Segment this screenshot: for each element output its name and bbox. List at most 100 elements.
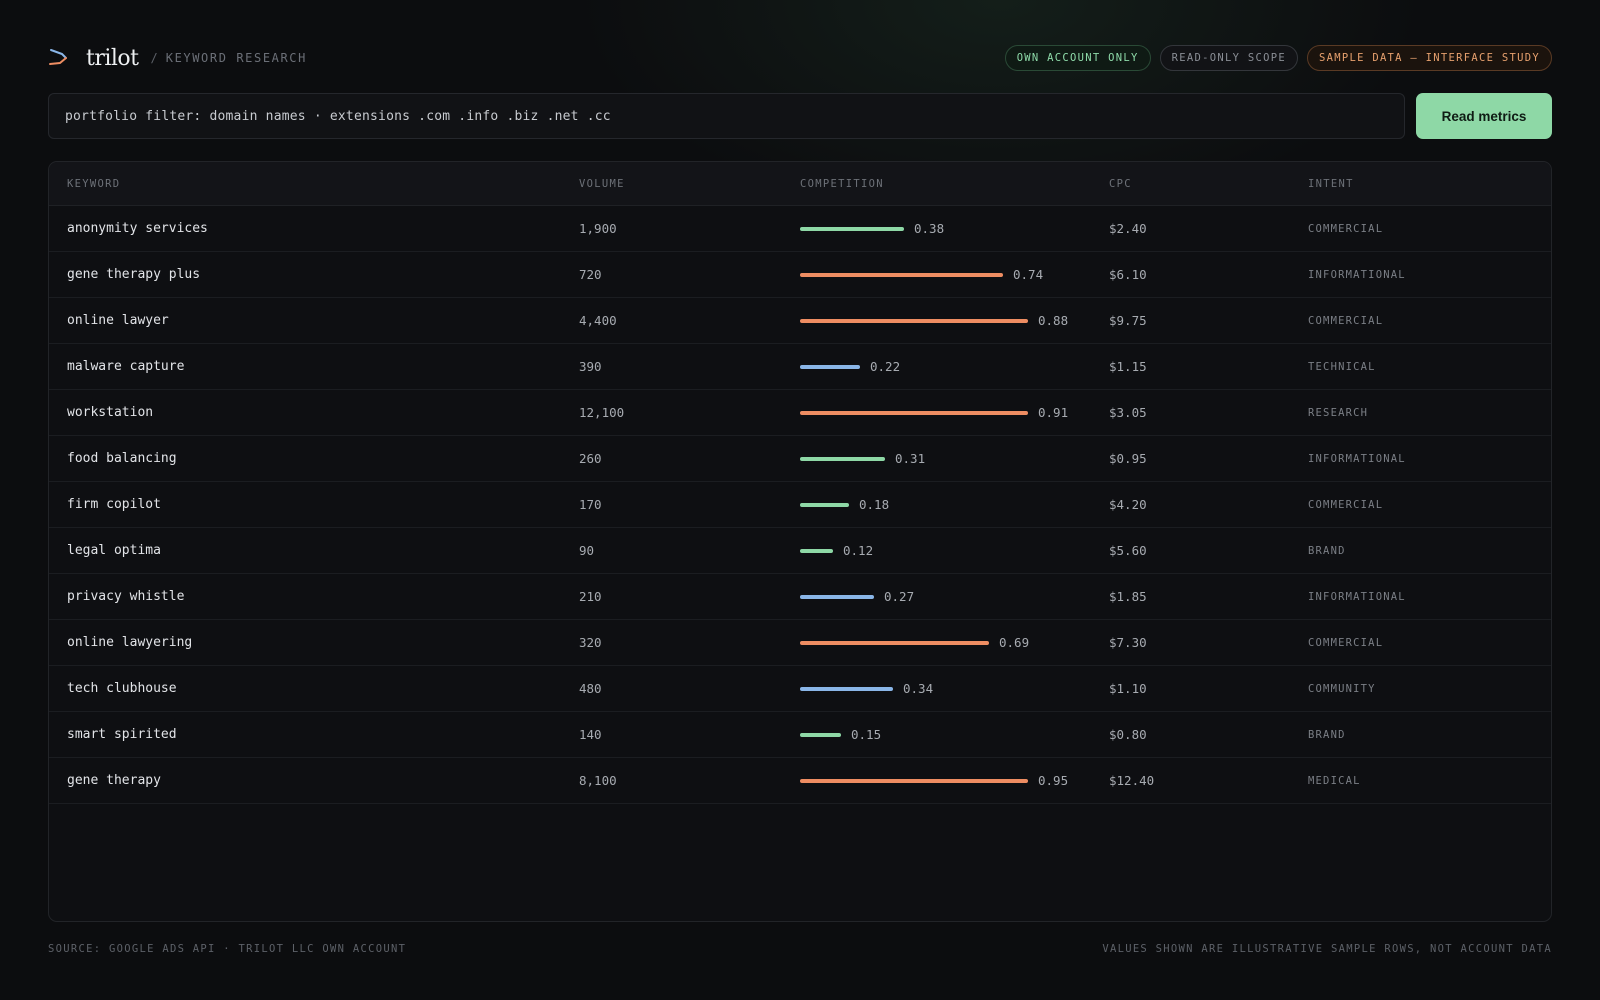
competition-value: 0.12 (843, 543, 874, 558)
intent-cell: INFORMATIONAL (1308, 268, 1406, 281)
volume-cell: 390 (579, 359, 602, 374)
breadcrumb-section: KEYWORD RESEARCH (165, 51, 307, 65)
intent-cell: COMMERCIAL (1308, 498, 1384, 511)
competition-bar (800, 226, 904, 231)
column-header-competition[interactable]: COMPETITION (800, 177, 884, 190)
volume-cell: 140 (579, 727, 602, 742)
keyword-cell: workstation (67, 405, 154, 420)
competition-value: 0.18 (859, 497, 890, 512)
table-row[interactable]: food balancing 260 0.31 $0.95 INFORMATIONAL (49, 436, 1551, 482)
volume-cell: 4,400 (579, 313, 617, 328)
table-row[interactable]: tech clubhouse 480 0.34 $1.10 COMMUNITY (49, 666, 1551, 712)
cpc-cell: $0.95 (1109, 451, 1147, 466)
table-row[interactable]: workstation 12,100 0.91 $3.05 RESEARCH (49, 390, 1551, 436)
competition-bar (800, 686, 893, 691)
column-header-keyword[interactable]: KEYWORD (67, 177, 121, 190)
badge-read-only: READ-ONLY SCOPE (1159, 45, 1298, 71)
competition-cell: 0.95 (800, 773, 1109, 788)
competition-value: 0.69 (999, 635, 1030, 650)
competition-bar (800, 640, 989, 645)
competition-cell: 0.12 (800, 543, 1109, 558)
competition-bar (800, 318, 1028, 323)
competition-cell: 0.69 (800, 635, 1109, 650)
volume-cell: 170 (579, 497, 602, 512)
competition-cell: 0.31 (800, 451, 1109, 466)
keyword-table: KEYWORD VOLUME COMPETITION CPC INTENT an… (48, 161, 1552, 922)
volume-cell: 90 (579, 543, 595, 558)
competition-bar (800, 778, 1028, 783)
intent-cell: BRAND (1308, 728, 1346, 741)
keyword-cell: privacy whistle (67, 589, 185, 604)
competition-cell: 0.88 (800, 313, 1109, 328)
volume-cell: 260 (579, 451, 602, 466)
badge-sample-data: SAMPLE DATA — INTERFACE STUDY (1306, 45, 1552, 71)
intent-cell: MEDICAL (1308, 774, 1361, 787)
competition-cell: 0.74 (800, 267, 1109, 282)
intent-cell: RESEARCH (1308, 406, 1369, 419)
column-header-intent[interactable]: INTENT (1308, 177, 1354, 190)
competition-cell: 0.38 (800, 221, 1109, 236)
competition-bar (800, 410, 1028, 415)
column-header-volume[interactable]: VOLUME (579, 177, 625, 190)
cpc-cell: $5.60 (1109, 543, 1147, 558)
footer: SOURCE: GOOGLE ADS API · TRILOT LLC OWN … (48, 943, 1552, 955)
table-row[interactable]: smart spirited 140 0.15 $0.80 BRAND (49, 712, 1551, 758)
competition-cell: 0.27 (800, 589, 1109, 604)
cpc-cell: $1.85 (1109, 589, 1147, 604)
footer-disclaimer: VALUES SHOWN ARE ILLUSTRATIVE SAMPLE ROW… (1102, 943, 1552, 955)
intent-cell: COMMERCIAL (1308, 222, 1384, 235)
keyword-cell: legal optima (67, 543, 161, 558)
keyword-cell: online lawyer (67, 313, 169, 328)
table-row[interactable]: anonymity services 1,900 0.38 $2.40 COMMERCI… (49, 206, 1551, 252)
table-row[interactable]: gene therapy plus 720 0.74 $6.10 INFORMATION… (49, 252, 1551, 298)
competition-cell: 0.91 (800, 405, 1109, 420)
portfolio-filter-input[interactable]: portfolio filter: domain names · extensi… (48, 93, 1405, 139)
intent-cell: COMMERCIAL (1308, 636, 1384, 649)
read-metrics-button[interactable]: Read metrics (1416, 93, 1552, 139)
competition-value: 0.91 (1038, 405, 1069, 420)
competition-value: 0.15 (851, 727, 882, 742)
volume-cell: 720 (579, 267, 602, 282)
logo[interactable]: trilot (48, 46, 139, 71)
keyword-cell: malware capture (67, 359, 185, 374)
keyword-cell: food balancing (67, 451, 177, 466)
volume-cell: 480 (579, 681, 602, 696)
footer-source: SOURCE: GOOGLE ADS API · TRILOT LLC OWN … (48, 943, 407, 955)
badge-own-account: OWN ACCOUNT ONLY (1004, 45, 1151, 71)
competition-value: 0.27 (884, 589, 915, 604)
competition-value: 0.95 (1038, 773, 1069, 788)
table-row[interactable]: malware capture 390 0.22 $1.15 TECHNICAL (49, 344, 1551, 390)
keyword-cell: anonymity services (67, 221, 208, 236)
table-row[interactable]: online lawyer 4,400 0.88 $9.75 COMMERCIAL (49, 298, 1551, 344)
cpc-cell: $4.20 (1109, 497, 1147, 512)
competition-value: 0.88 (1038, 313, 1069, 328)
table-row[interactable]: firm copilot 170 0.18 $4.20 COMMERCIAL (49, 482, 1551, 528)
keyword-cell: gene therapy plus (67, 267, 201, 282)
intent-cell: INFORMATIONAL (1308, 590, 1406, 603)
table-row[interactable]: legal optima 90 0.12 $5.60 BRAND (49, 528, 1551, 574)
top-bar: trilot / KEYWORD RESEARCH OWN ACCOUNT ON… (48, 44, 1552, 72)
volume-cell: 210 (579, 589, 602, 604)
volume-cell: 320 (579, 635, 602, 650)
cpc-cell: $7.30 (1109, 635, 1147, 650)
table-row[interactable]: gene therapy 8,100 0.95 $12.40 MEDICAL (49, 758, 1551, 804)
competition-bar (800, 364, 860, 369)
app-name: trilot (86, 45, 139, 71)
table-row[interactable]: online lawyering 320 0.69 $7.30 COMMERCIAL (49, 620, 1551, 666)
competition-bar (800, 272, 1003, 277)
cpc-cell: $2.40 (1109, 221, 1147, 236)
volume-cell: 8,100 (579, 773, 617, 788)
column-header-cpc[interactable]: CPC (1109, 177, 1132, 190)
intent-cell: TECHNICAL (1308, 360, 1376, 373)
keyword-cell: online lawyering (67, 635, 193, 650)
intent-cell: INFORMATIONAL (1308, 452, 1406, 465)
volume-cell: 12,100 (579, 405, 625, 420)
competition-cell: 0.18 (800, 497, 1109, 512)
intent-cell: BRAND (1308, 544, 1346, 557)
keyword-cell: firm copilot (67, 497, 161, 512)
keyword-cell: gene therapy (67, 773, 161, 788)
chevron-arrow-logo-icon (49, 49, 67, 65)
cpc-cell: $6.10 (1109, 267, 1147, 282)
table-row[interactable]: privacy whistle 210 0.27 $1.85 INFORMATIONAL (49, 574, 1551, 620)
cpc-cell: $12.40 (1109, 773, 1155, 788)
